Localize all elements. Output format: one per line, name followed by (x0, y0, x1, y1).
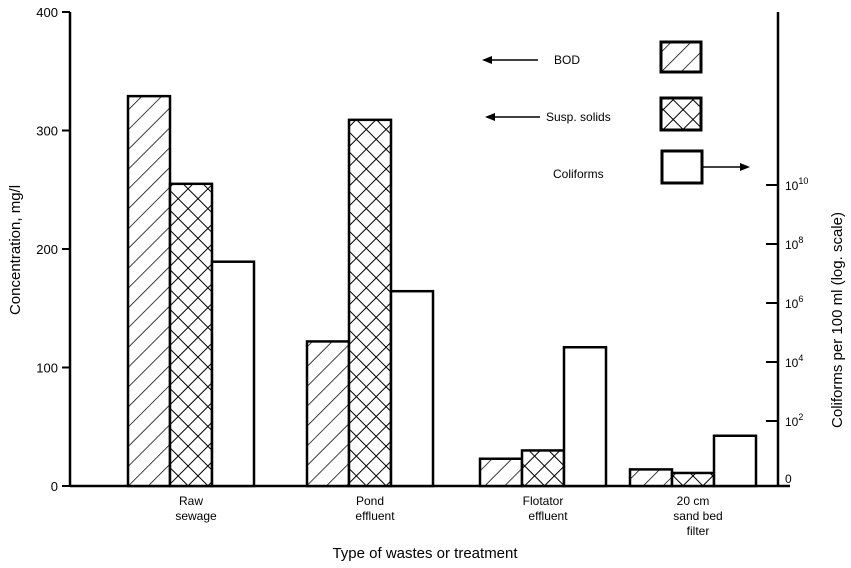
bar-susp-solids (670, 471, 716, 488)
y-tick-label: 0 (51, 479, 58, 494)
legend-swatch-coliforms (660, 149, 704, 185)
bar-coliforms (389, 289, 435, 488)
bar-coliforms (712, 434, 758, 488)
legend-label-susp-solids: Susp. solids (546, 110, 611, 124)
arrow-left-icon (482, 56, 492, 64)
bar-susp-solids (347, 118, 393, 488)
x-tick-label: filter (687, 524, 710, 538)
y-tick-label: 200 (36, 242, 58, 257)
x-tick-label: Flotator (523, 494, 564, 508)
bar-coliforms (210, 260, 256, 488)
y-right-tick-label: 1010 (785, 176, 808, 193)
x-tick-label: sewage (175, 509, 217, 523)
y-right-tick-label: 106 (785, 294, 803, 311)
y-tick-label: 100 (36, 361, 58, 376)
y-axis-label: Concentration, mg/l (7, 185, 24, 315)
x-tick-label: effluent (355, 509, 395, 523)
y-right-tick-label: 0 (785, 472, 792, 486)
y-right-tick-label: 104 (785, 353, 803, 370)
x-tick-label: 20 cm (677, 494, 710, 508)
x-axis-label: Type of wastes or treatment (332, 545, 518, 562)
x-tick-label: sand bed (673, 509, 722, 523)
x-tick-label: effluent (528, 509, 568, 523)
bar-bod (126, 94, 172, 488)
y-right-tick-label: 102 (785, 412, 803, 429)
arrow-left-icon (485, 113, 495, 121)
y-axis-right-label: Coliforms per 100 ml (log. scale) (829, 212, 846, 428)
bar-bod (305, 340, 351, 488)
bar-coliforms (562, 346, 608, 488)
bar-bod (628, 468, 674, 488)
arrow-right-icon (740, 163, 750, 171)
bar-susp-solids (520, 449, 566, 488)
bar-bod (478, 457, 524, 488)
legend-swatch-susp-solids (659, 96, 703, 132)
bar-susp-solids (168, 182, 214, 488)
x-tick-label: Raw (179, 494, 203, 508)
legend: BOD Susp. solids Coliforms (482, 40, 750, 185)
legend-swatch-bod (659, 40, 703, 74)
y-tick-label: 300 (36, 124, 58, 139)
y-right-tick-label: 108 (785, 235, 803, 252)
legend-label-bod: BOD (554, 53, 580, 67)
legend-label-coliforms: Coliforms (553, 167, 604, 181)
x-tick-label: Pond (356, 494, 384, 508)
y-tick-label: 400 (36, 5, 58, 20)
